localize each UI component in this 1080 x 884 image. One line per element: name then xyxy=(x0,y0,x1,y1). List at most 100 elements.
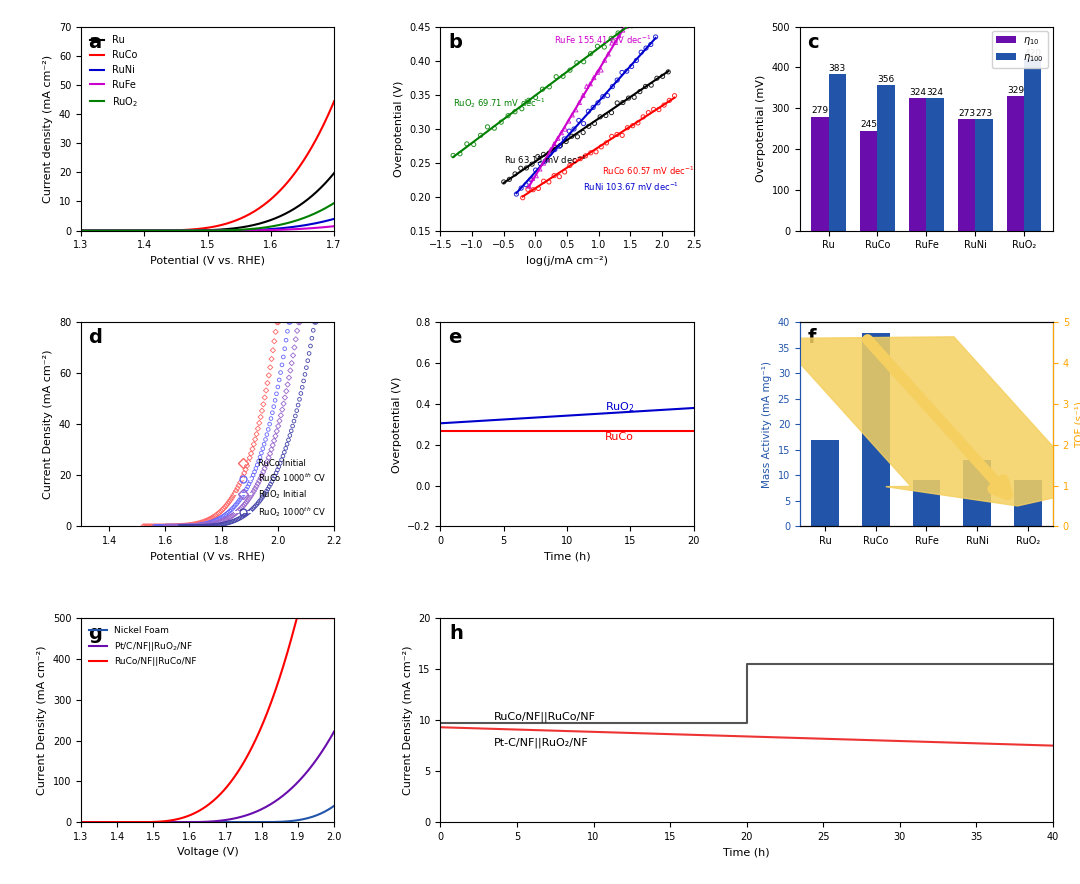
Point xyxy=(151,519,168,533)
Point xyxy=(154,519,172,533)
Point xyxy=(589,65,606,80)
Legend: RuCo Initial, RuCo 1000$^{th}$ CV, RuO$_2$ Initial, RuO$_2$ 1000$^{th}$ CV: RuCo Initial, RuCo 1000$^{th}$ CV, RuO$_… xyxy=(231,455,330,522)
Point xyxy=(507,104,524,118)
Point xyxy=(551,140,568,154)
Point xyxy=(528,169,545,183)
Text: Ru 63.15 mV dec$^{-1}$: Ru 63.15 mV dec$^{-1}$ xyxy=(503,154,585,166)
Legend: Ru, RuCo, RuNi, RuFe, RuO$_2$: Ru, RuCo, RuNi, RuFe, RuO$_2$ xyxy=(86,31,143,112)
Point xyxy=(266,434,283,448)
Text: RuO$_2$: RuO$_2$ xyxy=(605,400,635,414)
Point xyxy=(186,519,203,533)
Point xyxy=(246,465,264,479)
Point xyxy=(207,508,225,522)
Point xyxy=(207,518,225,532)
Point xyxy=(261,446,279,461)
Point xyxy=(571,95,589,110)
RuO$_2$ xyxy=(100,225,113,236)
Ru xyxy=(186,225,199,236)
Point xyxy=(273,453,291,467)
Point xyxy=(162,519,179,533)
Point xyxy=(253,492,270,507)
Point xyxy=(252,410,269,424)
Point xyxy=(208,507,226,522)
Point xyxy=(193,517,211,531)
Point xyxy=(567,103,584,117)
Point xyxy=(643,78,660,92)
Point xyxy=(248,427,266,441)
Point xyxy=(609,26,626,40)
Point xyxy=(181,518,199,532)
Bar xyxy=(958,119,975,231)
Point xyxy=(195,514,213,529)
RuCo xyxy=(327,96,340,107)
Point xyxy=(265,343,282,357)
Point xyxy=(192,517,210,531)
Point xyxy=(224,514,241,529)
Point xyxy=(256,391,273,405)
Line: RuFe: RuFe xyxy=(81,226,334,231)
Point xyxy=(137,519,154,533)
Point xyxy=(200,513,217,527)
RuO$_2$ xyxy=(248,224,261,234)
Point xyxy=(229,513,246,527)
Point xyxy=(202,517,219,531)
Point xyxy=(167,519,185,533)
Point xyxy=(527,90,544,104)
Point xyxy=(240,455,257,469)
Point xyxy=(598,136,616,150)
Text: a: a xyxy=(89,33,102,51)
Point xyxy=(599,88,617,103)
Point xyxy=(177,518,194,532)
Nickel Foam xyxy=(75,817,87,827)
Point xyxy=(278,333,295,347)
X-axis label: log(j/mA cm⁻²): log(j/mA cm⁻²) xyxy=(526,255,608,266)
Point xyxy=(140,519,158,533)
Point xyxy=(530,181,548,195)
Point xyxy=(224,509,241,523)
Point xyxy=(157,519,174,533)
Point xyxy=(276,391,294,405)
Point xyxy=(620,91,637,105)
Point xyxy=(228,506,245,520)
X-axis label: Voltage (V): Voltage (V) xyxy=(177,848,239,857)
Point xyxy=(619,120,636,134)
Ru xyxy=(248,219,261,230)
Point xyxy=(220,510,238,524)
Point xyxy=(207,513,225,527)
Point xyxy=(193,519,211,533)
Point xyxy=(222,510,240,524)
Point xyxy=(233,500,251,514)
Point xyxy=(603,31,620,45)
Point xyxy=(647,30,664,44)
RuFe xyxy=(276,225,289,235)
Pt/C/NF||RuO$_2$/NF xyxy=(75,817,87,827)
Point xyxy=(238,482,255,496)
Point xyxy=(187,518,204,532)
Point xyxy=(228,484,245,498)
RuNi xyxy=(272,223,285,233)
Point xyxy=(257,384,274,398)
Point xyxy=(273,402,291,416)
Point xyxy=(179,519,197,533)
Point xyxy=(225,507,242,522)
Point xyxy=(220,515,238,530)
Point xyxy=(593,140,610,154)
Point xyxy=(237,496,254,510)
Line: Ru: Ru xyxy=(81,173,334,231)
Point xyxy=(265,400,282,414)
Point xyxy=(227,499,244,513)
Nickel Foam xyxy=(186,817,199,827)
Pt/C/NF||RuO$_2$/NF xyxy=(248,807,261,818)
Point xyxy=(163,519,180,533)
Bar xyxy=(862,332,890,526)
Y-axis label: Current Density (mA cm⁻²): Current Density (mA cm⁻²) xyxy=(37,645,48,795)
Point xyxy=(264,406,281,420)
Point xyxy=(514,191,531,205)
Point xyxy=(167,519,185,533)
Bar xyxy=(828,74,846,231)
Point xyxy=(278,384,295,398)
Point xyxy=(222,503,240,517)
Point xyxy=(575,126,592,140)
Point xyxy=(259,423,276,437)
Point xyxy=(288,404,306,418)
